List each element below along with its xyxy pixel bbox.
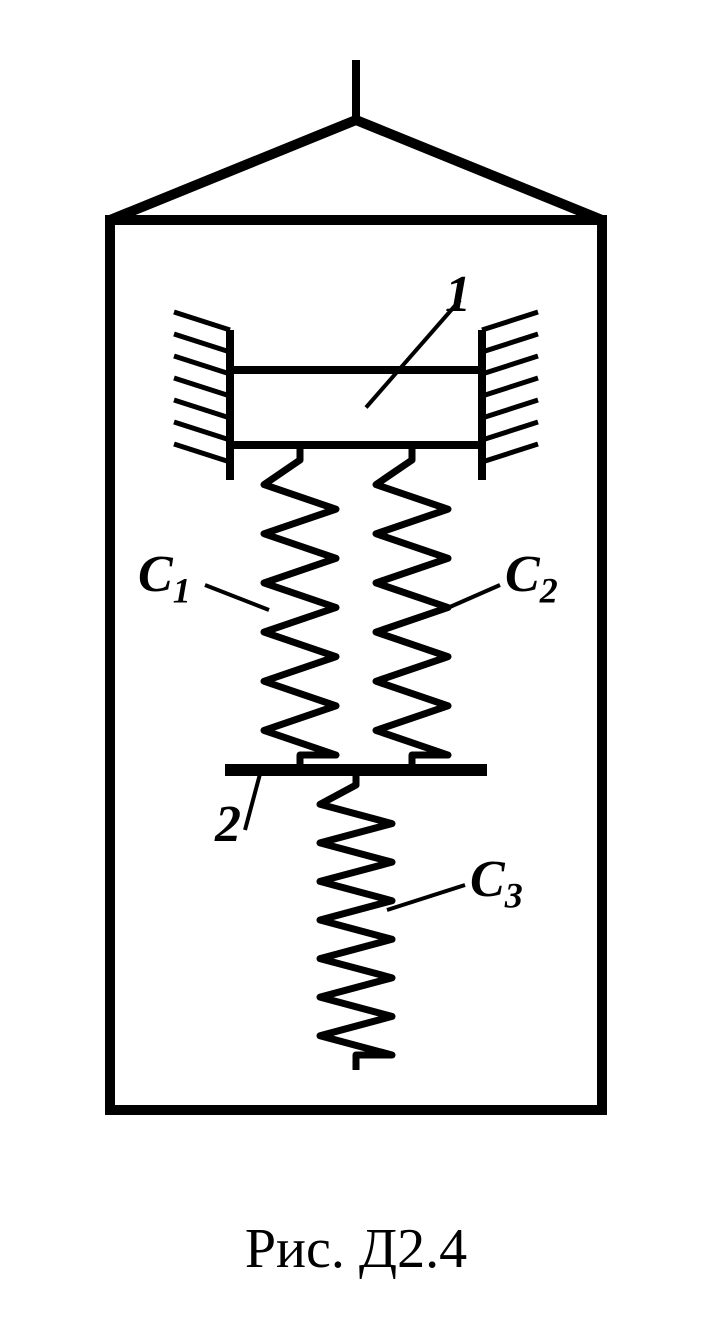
figure-caption: Рис. Д2.4 <box>0 1217 712 1281</box>
label-spring-c2: C2 <box>505 545 558 611</box>
label-spring-c1: C1 <box>138 545 191 611</box>
label-mass-1: 1 <box>445 265 471 324</box>
label-plate-2: 2 <box>215 795 241 854</box>
mechanics-diagram: 1 C1 C2 2 C3 <box>50 50 662 1150</box>
label-spring-c3: C3 <box>470 850 523 916</box>
